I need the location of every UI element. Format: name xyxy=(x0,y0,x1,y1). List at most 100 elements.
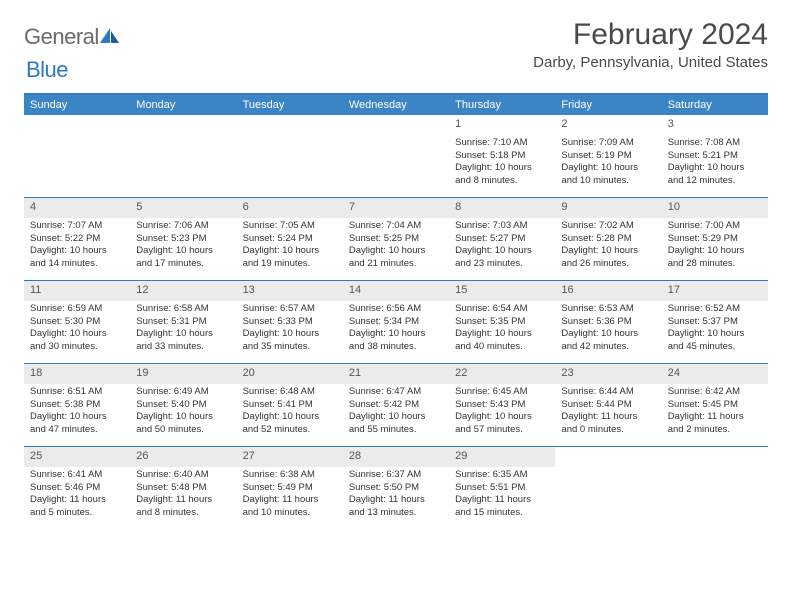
day-number: 5 xyxy=(136,200,230,215)
day-cell: 2Sunrise: 7:09 AMSunset: 5:19 PMDaylight… xyxy=(555,115,661,197)
day-sunrise: Sunrise: 6:44 AM xyxy=(561,386,655,399)
weekday-header: Sunday xyxy=(24,95,130,115)
day-cell: 22Sunrise: 6:45 AMSunset: 5:43 PMDayligh… xyxy=(449,364,555,446)
day-sunset: Sunset: 5:51 PM xyxy=(455,482,549,495)
day-sunrise: Sunrise: 6:59 AM xyxy=(30,303,124,316)
day-number: 13 xyxy=(243,283,337,298)
day-number: 18 xyxy=(30,366,124,381)
day-cell: 20Sunrise: 6:48 AMSunset: 5:41 PMDayligh… xyxy=(237,364,343,446)
day-number: 7 xyxy=(349,200,443,215)
week-row: 1Sunrise: 7:10 AMSunset: 5:18 PMDaylight… xyxy=(24,115,768,197)
day-daylight2: and 10 minutes. xyxy=(561,175,655,188)
day-cell: 25Sunrise: 6:41 AMSunset: 5:46 PMDayligh… xyxy=(24,447,130,529)
day-daylight2: and 33 minutes. xyxy=(136,341,230,354)
day-sunset: Sunset: 5:23 PM xyxy=(136,233,230,246)
day-daylight2: and 38 minutes. xyxy=(349,341,443,354)
day-daylight1: Daylight: 11 hours xyxy=(349,494,443,507)
day-number: 9 xyxy=(561,200,655,215)
day-sunset: Sunset: 5:30 PM xyxy=(30,316,124,329)
day-daylight1: Daylight: 10 hours xyxy=(243,245,337,258)
day-number: 12 xyxy=(136,283,230,298)
day-daylight2: and 19 minutes. xyxy=(243,258,337,271)
day-cell: 28Sunrise: 6:37 AMSunset: 5:50 PMDayligh… xyxy=(343,447,449,529)
day-sunset: Sunset: 5:49 PM xyxy=(243,482,337,495)
day-daylight1: Daylight: 10 hours xyxy=(668,245,762,258)
day-number: 17 xyxy=(668,283,762,298)
day-daylight2: and 14 minutes. xyxy=(30,258,124,271)
day-daylight1: Daylight: 10 hours xyxy=(243,328,337,341)
day-sunrise: Sunrise: 6:49 AM xyxy=(136,386,230,399)
day-daylight1: Daylight: 10 hours xyxy=(349,245,443,258)
day-daylight2: and 2 minutes. xyxy=(668,424,762,437)
day-cell: 6Sunrise: 7:05 AMSunset: 5:24 PMDaylight… xyxy=(237,198,343,280)
day-daylight1: Daylight: 10 hours xyxy=(561,328,655,341)
day-cell: 29Sunrise: 6:35 AMSunset: 5:51 PMDayligh… xyxy=(449,447,555,529)
day-sunrise: Sunrise: 6:58 AM xyxy=(136,303,230,316)
day-number: 1 xyxy=(455,117,549,132)
week-row: 11Sunrise: 6:59 AMSunset: 5:30 PMDayligh… xyxy=(24,280,768,363)
day-sunset: Sunset: 5:48 PM xyxy=(136,482,230,495)
day-cell: 7 Sunrise: 7:04 AMSunset: 5:25 PMDaylight… xyxy=(343,198,449,280)
day-daylight2: and 28 minutes. xyxy=(668,258,762,271)
day-sunrise: Sunrise: 7:09 AM xyxy=(561,137,655,150)
day-daylight2: and 57 minutes. xyxy=(455,424,549,437)
day-sunset: Sunset: 5:37 PM xyxy=(668,316,762,329)
day-daylight2: and 0 minutes. xyxy=(561,424,655,437)
day-sunrise: Sunrise: 7:02 AM xyxy=(561,220,655,233)
week-row: 25Sunrise: 6:41 AMSunset: 5:46 PMDayligh… xyxy=(24,446,768,529)
day-sunset: Sunset: 5:44 PM xyxy=(561,399,655,412)
calendar-page: General February 2024 Darby, Pennsylvani… xyxy=(0,0,792,529)
day-daylight2: and 45 minutes. xyxy=(668,341,762,354)
weeks-container: 1Sunrise: 7:10 AMSunset: 5:18 PMDaylight… xyxy=(24,115,768,529)
day-sunset: Sunset: 5:22 PM xyxy=(30,233,124,246)
day-cell: 16Sunrise: 6:53 AMSunset: 5:36 PMDayligh… xyxy=(555,281,661,363)
day-sunset: Sunset: 5:24 PM xyxy=(243,233,337,246)
day-sunrise: Sunrise: 7:04 AM xyxy=(349,220,443,233)
day-daylight1: Daylight: 11 hours xyxy=(668,411,762,424)
day-sunset: Sunset: 5:34 PM xyxy=(349,316,443,329)
logo: General xyxy=(24,18,123,50)
day-sunset: Sunset: 5:18 PM xyxy=(455,150,549,163)
day-number: 28 xyxy=(349,449,443,464)
day-sunset: Sunset: 5:19 PM xyxy=(561,150,655,163)
day-sunrise: Sunrise: 6:47 AM xyxy=(349,386,443,399)
day-cell: 21Sunrise: 6:47 AMSunset: 5:42 PMDayligh… xyxy=(343,364,449,446)
day-daylight1: Daylight: 10 hours xyxy=(349,411,443,424)
day-daylight1: Daylight: 10 hours xyxy=(668,328,762,341)
day-cell: 23Sunrise: 6:44 AMSunset: 5:44 PMDayligh… xyxy=(555,364,661,446)
day-sunrise: Sunrise: 6:40 AM xyxy=(136,469,230,482)
day-daylight2: and 55 minutes. xyxy=(349,424,443,437)
day-number: 22 xyxy=(455,366,549,381)
day-sunrise: Sunrise: 6:35 AM xyxy=(455,469,549,482)
day-number: 29 xyxy=(455,449,549,464)
day-cell xyxy=(662,447,768,529)
day-daylight1: Daylight: 10 hours xyxy=(455,245,549,258)
day-number: 6 xyxy=(243,200,337,215)
day-daylight1: Daylight: 10 hours xyxy=(30,411,124,424)
day-cell: 9Sunrise: 7:02 AMSunset: 5:28 PMDaylight… xyxy=(555,198,661,280)
day-number: 4 xyxy=(30,200,124,215)
day-sunrise: Sunrise: 6:57 AM xyxy=(243,303,337,316)
day-daylight2: and 23 minutes. xyxy=(455,258,549,271)
day-number: 20 xyxy=(243,366,337,381)
weekday-header-row: SundayMondayTuesdayWednesdayThursdayFrid… xyxy=(24,95,768,115)
day-daylight1: Daylight: 10 hours xyxy=(136,245,230,258)
day-number: 24 xyxy=(668,366,762,381)
day-sunrise: Sunrise: 6:53 AM xyxy=(561,303,655,316)
day-daylight2: and 8 minutes. xyxy=(455,175,549,188)
day-cell: 3Sunrise: 7:08 AMSunset: 5:21 PMDaylight… xyxy=(662,115,768,197)
day-sunrise: Sunrise: 6:54 AM xyxy=(455,303,549,316)
day-sunset: Sunset: 5:25 PM xyxy=(349,233,443,246)
day-cell xyxy=(237,115,343,197)
weekday-header: Wednesday xyxy=(343,95,449,115)
day-cell xyxy=(130,115,236,197)
day-daylight1: Daylight: 11 hours xyxy=(30,494,124,507)
day-daylight2: and 17 minutes. xyxy=(136,258,230,271)
day-cell: 26Sunrise: 6:40 AMSunset: 5:48 PMDayligh… xyxy=(130,447,236,529)
day-daylight2: and 47 minutes. xyxy=(30,424,124,437)
title-block: February 2024 Darby, Pennsylvania, Unite… xyxy=(533,18,768,71)
day-number: 15 xyxy=(455,283,549,298)
day-number: 14 xyxy=(349,283,443,298)
logo-text-blue: Blue xyxy=(26,57,68,82)
day-sunset: Sunset: 5:43 PM xyxy=(455,399,549,412)
